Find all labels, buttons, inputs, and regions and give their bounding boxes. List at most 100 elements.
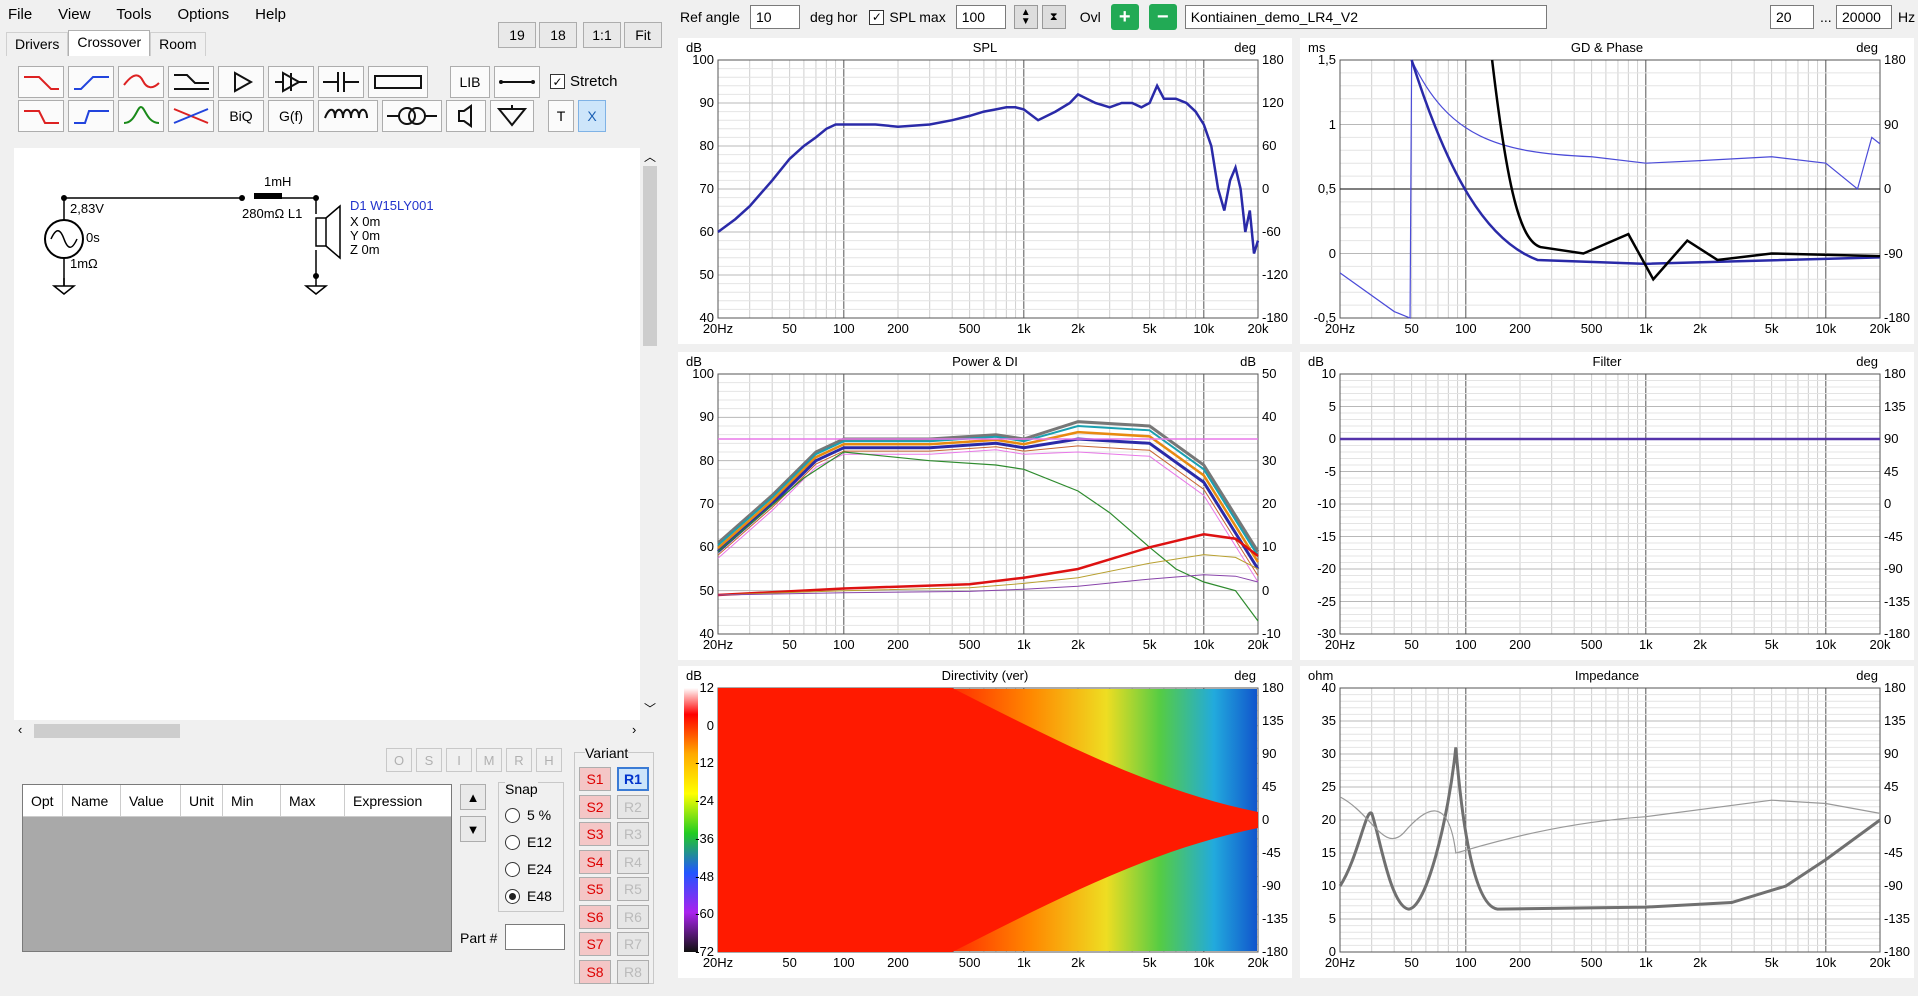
- zoom-fit-button[interactable]: Fit: [624, 22, 662, 48]
- snap-e24-radio[interactable]: E24: [505, 861, 552, 877]
- move-up-button[interactable]: ▲: [460, 784, 486, 810]
- col-min[interactable]: Min: [223, 785, 281, 816]
- variant-s4-button[interactable]: S4: [579, 849, 611, 874]
- speaker-button[interactable]: [446, 100, 486, 132]
- lowpass-red-button[interactable]: [18, 66, 64, 98]
- col-expression[interactable]: Expression: [353, 792, 423, 809]
- notch-button[interactable]: [168, 100, 214, 132]
- opt-h-button[interactable]: H: [536, 748, 562, 772]
- ref-angle-input[interactable]: 10: [749, 5, 800, 29]
- opt-o-button[interactable]: O: [386, 748, 412, 772]
- project-name-input[interactable]: Kontiainen_demo_LR4_V2: [1184, 5, 1547, 29]
- lib-button[interactable]: LIB: [450, 66, 490, 98]
- transformer-button[interactable]: [382, 100, 442, 132]
- buffer-button[interactable]: [268, 66, 314, 98]
- variant-r2-button[interactable]: R2: [617, 794, 649, 819]
- variant-r1-button[interactable]: R1: [617, 767, 649, 791]
- scroll-left-icon[interactable]: ‹: [18, 722, 23, 737]
- zoom-18-button[interactable]: 18: [539, 22, 577, 48]
- text-button[interactable]: T: [548, 100, 574, 132]
- overlay-remove-button[interactable]: −: [1148, 4, 1177, 30]
- capacitor-button[interactable]: [318, 66, 364, 98]
- move-down-button[interactable]: ▼: [460, 816, 486, 842]
- snap-e48-radio[interactable]: E48: [505, 888, 552, 904]
- schematic-vertical-scrollbar[interactable]: ︿ ﹀: [640, 148, 660, 720]
- col-value[interactable]: Value: [121, 785, 181, 816]
- menu-tools[interactable]: Tools: [116, 5, 152, 23]
- opt-r-button[interactable]: R: [506, 748, 532, 772]
- zoom-19-button[interactable]: 19: [498, 22, 536, 48]
- tab-room[interactable]: Room: [150, 32, 206, 56]
- tab-drivers[interactable]: Drivers: [6, 32, 69, 56]
- bandpass-red-button[interactable]: [118, 66, 164, 98]
- spl-spin-button[interactable]: ▲ ▼: [1013, 5, 1038, 29]
- variant-s2-button[interactable]: S2: [579, 794, 611, 819]
- freq-max-input[interactable]: 20000: [1836, 5, 1892, 29]
- scroll-thumb-h[interactable]: [34, 724, 180, 738]
- freq-min-input[interactable]: 20: [1770, 5, 1814, 29]
- part-number-input[interactable]: [505, 924, 565, 950]
- lowpass-alt-button[interactable]: [18, 100, 64, 132]
- impedance-chart[interactable]: Impedance ohm deg 40 35 30 25 20 15 10 5 0 180 135 90 4…: [1300, 666, 1914, 978]
- variant-s7-button[interactable]: S7: [579, 932, 611, 956]
- zoom-1to1-button[interactable]: 1:1: [583, 22, 621, 48]
- variant-r6-button[interactable]: R6: [617, 904, 649, 929]
- overlay-add-button[interactable]: +: [1110, 4, 1139, 30]
- peak-green-button[interactable]: [118, 100, 164, 132]
- shelf-button[interactable]: [168, 66, 214, 98]
- gf-button[interactable]: G(f): [268, 100, 314, 132]
- variant-s1-button[interactable]: S1: [579, 767, 611, 791]
- variant-r4-button[interactable]: R4: [617, 849, 649, 874]
- opt-m-button[interactable]: M: [476, 748, 502, 772]
- directivity-chart[interactable]: Directivity (ver) dB deg 12 0 -12 -24 -36 -48 -60…: [678, 666, 1292, 978]
- col-name[interactable]: Name: [63, 785, 121, 816]
- filter-chart[interactable]: Filter dB deg 10 5 0 -5 -10 -15 -20 -25 -30 180 135 90…: [1300, 352, 1914, 660]
- spl-range-button[interactable]: ⧗: [1041, 5, 1066, 29]
- variant-s6-button[interactable]: S6: [579, 904, 611, 929]
- x-button[interactable]: X: [578, 100, 606, 132]
- menu-help[interactable]: Help: [255, 5, 287, 23]
- spl-chart[interactable]: SPL dB deg 100 90 80 70 60 50 40 180 120 60 0 -60 -120 -…: [678, 38, 1292, 344]
- highpass-alt-icon: [74, 110, 109, 124]
- variant-s5-button[interactable]: S5: [579, 877, 611, 901]
- filter-left-tick: -25: [1317, 593, 1336, 609]
- variant-r5-button[interactable]: R5: [617, 877, 649, 901]
- scroll-down-icon[interactable]: ﹀: [644, 702, 657, 716]
- spl-max-checkbox[interactable]: ✓: [869, 9, 885, 25]
- snap-e12-radio[interactable]: E12: [505, 834, 552, 850]
- variant-s3-button[interactable]: S3: [579, 822, 611, 846]
- col-max[interactable]: Max: [281, 785, 345, 816]
- variant-s8-button[interactable]: S8: [579, 959, 611, 984]
- menu-view[interactable]: View: [58, 5, 91, 23]
- opt-s-button[interactable]: S: [416, 748, 442, 772]
- variant-r7-button[interactable]: R7: [617, 932, 649, 956]
- power-di-chart[interactable]: Power & DI dB dB 100 90 80 70 60 50 40 50 40 30 20 10 0…: [678, 352, 1292, 660]
- gd_phase-left-tick: 1,5: [1317, 52, 1336, 67]
- col-opt[interactable]: Opt: [23, 785, 63, 816]
- opt-i-button[interactable]: I: [446, 748, 472, 772]
- variant-r8-button[interactable]: R8: [617, 959, 649, 984]
- schematic-horizontal-scrollbar[interactable]: ‹ ›: [14, 720, 646, 742]
- scroll-thumb[interactable]: [643, 166, 657, 346]
- optimizer-table[interactable]: Opt Name Value Unit Min Max Expression: [22, 784, 452, 952]
- resistor-button[interactable]: [368, 66, 428, 98]
- inductor-button[interactable]: [318, 100, 378, 132]
- ground-button[interactable]: [490, 100, 534, 132]
- snap-5pct-radio[interactable]: 5 %: [505, 807, 551, 823]
- col-unit[interactable]: Unit: [181, 785, 223, 816]
- schematic-canvas[interactable]: 2,83V 0s 1mΩ 1mH 280mΩ L1 D1 W15LY001 X …: [14, 148, 646, 720]
- highpass-alt-button[interactable]: [68, 100, 114, 132]
- variant-r3-button[interactable]: R3: [617, 822, 649, 846]
- wire-button[interactable]: [494, 66, 540, 98]
- gd-phase-chart[interactable]: GD & Phase ms deg 1,5 1 0,5 0 -0,5 180 90 0 -90 -180…: [1300, 38, 1914, 344]
- biq-button[interactable]: BiQ: [218, 100, 264, 132]
- amplifier-button[interactable]: [218, 66, 264, 98]
- stretch-checkbox[interactable]: ✓ Stretch: [550, 73, 618, 90]
- tab-crossover[interactable]: Crossover: [68, 30, 151, 56]
- spl-max-input[interactable]: 100: [955, 5, 1006, 29]
- menu-file[interactable]: File: [8, 5, 33, 23]
- scroll-up-icon[interactable]: ︿: [644, 150, 657, 164]
- scroll-right-icon[interactable]: ›: [632, 722, 637, 737]
- menu-options[interactable]: Options: [177, 5, 230, 23]
- highpass-blue-button[interactable]: [68, 66, 114, 98]
